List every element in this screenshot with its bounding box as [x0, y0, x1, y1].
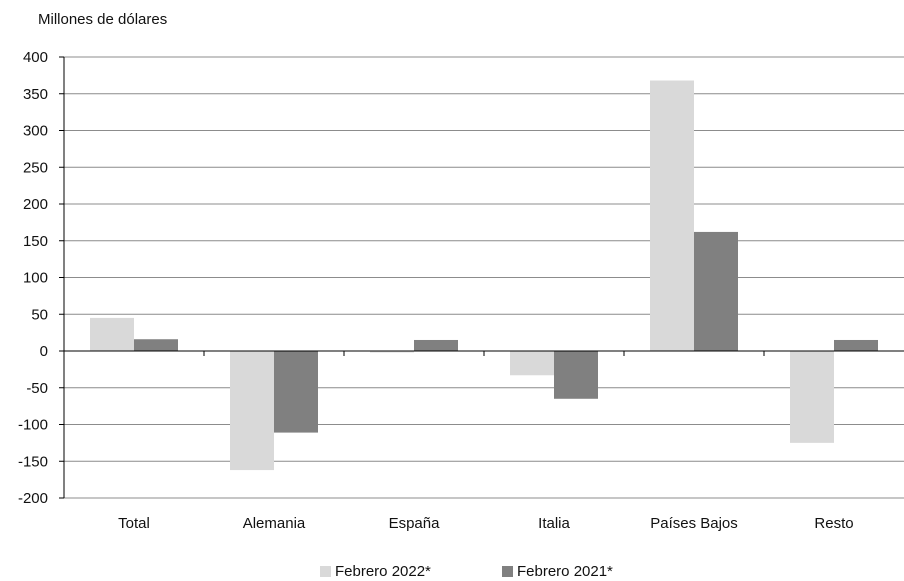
y-tick-label: 150	[23, 233, 48, 250]
gridlines	[64, 56, 904, 499]
legend-label-febrero-2021: Febrero 2021*	[517, 563, 613, 580]
y-axis-label: Millones de dólares	[38, 11, 168, 28]
y-tick-label: 400	[23, 49, 48, 66]
y-tick-label: 50	[31, 306, 48, 323]
y-tick-label: 250	[23, 159, 48, 176]
bar-febrero-2022	[370, 351, 414, 353]
legend-swatch-febrero-2022	[320, 566, 331, 577]
bar-febrero-2021	[134, 339, 178, 351]
x-tick-label: Alemania	[243, 515, 306, 532]
bar-febrero-2021	[274, 351, 318, 433]
x-tick-label: Resto	[814, 515, 853, 532]
x-tick-label: España	[389, 515, 441, 532]
y-tick-label: 100	[23, 270, 48, 287]
bar-febrero-2021	[694, 231, 738, 351]
bar-febrero-2022	[790, 351, 834, 443]
legend: Febrero 2022* Febrero 2021*	[0, 563, 904, 581]
bar-febrero-2021	[554, 351, 598, 399]
bars	[90, 80, 878, 471]
legend-item-febrero-2022: Febrero 2022*	[320, 563, 431, 580]
y-tick-label: -200	[18, 490, 48, 507]
x-tick-label: Italia	[538, 515, 570, 532]
tick-labels: 400 350 300 250 200 150 100 50 0 -50 -100 -150 -200 T…	[18, 49, 854, 532]
bar-febrero-2022	[650, 80, 694, 352]
axes	[59, 56, 904, 499]
bar-chart: 400 350 300 250 200 150 100 50 0 -50 -100 -150 -200 T…	[18, 49, 904, 532]
x-tick-label: Países Bajos	[650, 515, 738, 532]
bar-febrero-2022	[230, 351, 274, 471]
y-tick-label: -50	[26, 380, 48, 397]
x-tick-label: Total	[118, 515, 150, 532]
bar-febrero-2022	[510, 351, 554, 376]
y-tick-label: 350	[23, 86, 48, 103]
legend-item-febrero-2021: Febrero 2021*	[502, 563, 613, 580]
y-tick-label: -150	[18, 453, 48, 470]
bar-febrero-2022	[90, 317, 134, 351]
bar-febrero-2021	[414, 339, 458, 351]
y-tick-label: 300	[23, 123, 48, 140]
y-tick-label: 0	[40, 343, 48, 360]
bar-febrero-2021	[834, 339, 878, 351]
y-tick-label: 200	[23, 196, 48, 213]
legend-label-febrero-2022: Febrero 2022*	[335, 563, 431, 580]
y-tick-label: -100	[18, 417, 48, 434]
legend-swatch-febrero-2021	[502, 566, 513, 577]
